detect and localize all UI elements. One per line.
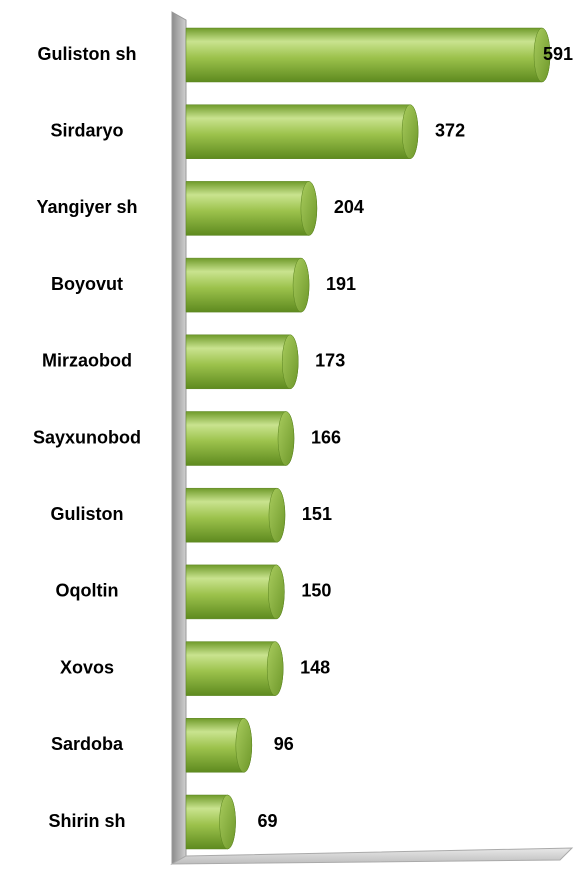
category-label: Sirdaryo <box>50 120 123 140</box>
back-wall <box>171 11 187 865</box>
value-label: 191 <box>326 274 356 294</box>
value-label: 166 <box>311 427 341 447</box>
bar <box>185 104 419 159</box>
category-label: Oqoltin <box>56 581 119 601</box>
bar <box>185 181 318 236</box>
bar-cap <box>219 794 236 850</box>
bar <box>185 641 284 696</box>
bar-cap <box>277 411 295 466</box>
category-label: Sayxunobod <box>33 427 141 447</box>
value-label: 173 <box>315 351 345 371</box>
bar-body <box>185 257 310 313</box>
bar-body <box>185 104 419 159</box>
bar-cap <box>266 641 284 696</box>
value-label: 96 <box>274 734 294 754</box>
bar-body <box>185 27 551 83</box>
bar <box>185 487 286 543</box>
bar-cap <box>235 718 253 773</box>
value-label: 372 <box>435 120 465 140</box>
bar <box>185 564 285 620</box>
bar-cap <box>281 334 299 390</box>
value-label: 69 <box>258 811 278 831</box>
category-label: Boyovut <box>51 274 123 294</box>
category-label: Guliston sh <box>38 44 137 64</box>
bar-cap <box>268 564 285 620</box>
category-label: Xovos <box>60 657 114 677</box>
value-label: 591 <box>543 44 573 64</box>
bar-cap <box>533 27 551 83</box>
category-label: Yangiyer sh <box>36 197 137 217</box>
bar <box>185 27 551 83</box>
bar <box>185 718 253 773</box>
bar <box>185 334 299 390</box>
bar-cap <box>300 181 318 236</box>
category-label: Shirin sh <box>48 811 125 831</box>
category-label: Mirzaobod <box>42 351 132 371</box>
bar <box>185 794 236 850</box>
bar <box>185 411 295 466</box>
bar-cap <box>268 487 286 543</box>
bar-cap <box>292 257 310 313</box>
floor <box>170 847 574 865</box>
value-label: 151 <box>302 504 332 524</box>
bar-body <box>185 334 299 390</box>
category-label: Sardoba <box>51 734 124 754</box>
value-label: 148 <box>300 657 330 677</box>
value-label: 204 <box>334 197 364 217</box>
bar-body <box>185 181 318 236</box>
bar <box>185 257 310 313</box>
bar-cap <box>401 104 419 159</box>
value-label: 150 <box>301 581 331 601</box>
category-label: Guliston <box>51 504 124 524</box>
